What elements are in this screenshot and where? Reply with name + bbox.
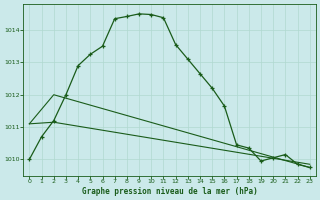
X-axis label: Graphe pression niveau de la mer (hPa): Graphe pression niveau de la mer (hPa) [82, 187, 257, 196]
